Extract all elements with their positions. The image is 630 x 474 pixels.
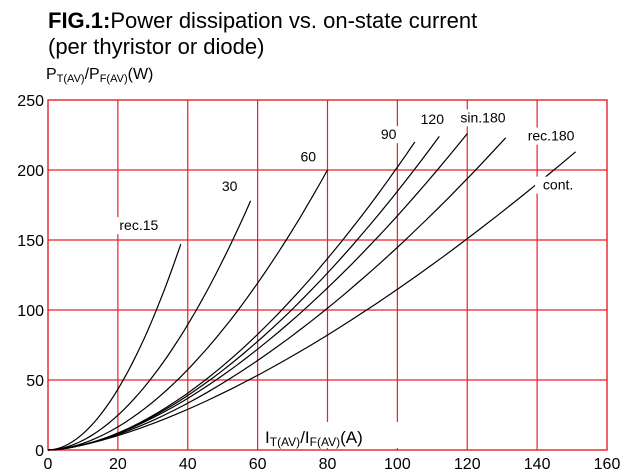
x-tick-label: 0 <box>44 456 53 473</box>
x-label-sub2: F(AV) <box>310 435 340 449</box>
y-tick-label: 50 <box>26 373 44 390</box>
series-curve-rec-15 <box>47 244 182 451</box>
series-curve-sin-180 <box>47 133 468 451</box>
x-tick-label: 140 <box>524 456 551 473</box>
y-label-sub1: T(AV) <box>56 73 85 85</box>
x-tick-label: 120 <box>454 456 481 473</box>
series-label-sin-180: sin.180 <box>460 109 505 125</box>
series-label-120: 120 <box>421 111 445 127</box>
y-label-main2: P <box>89 66 100 83</box>
y-tick-label: 0 <box>35 443 44 460</box>
series-curve-cont- <box>47 151 576 451</box>
chart-title: FIG.1:Power dissipation vs. on-state cur… <box>48 8 477 60</box>
series-label-cont-: cont. <box>543 177 573 193</box>
x-label-unit: (A) <box>340 428 363 447</box>
series-label-rec-180: rec.180 <box>528 128 575 144</box>
y-label-unit: (W) <box>127 66 154 83</box>
x-axis-label: IT(AV)/IF(AV)(A) <box>265 428 363 449</box>
x-label-main2: I <box>305 428 310 447</box>
series-label-30: 30 <box>222 178 238 194</box>
series-label-rec-15: rec.15 <box>119 217 158 233</box>
x-axis-label-bg <box>262 422 430 448</box>
series-label-90: 90 <box>381 126 397 142</box>
chart-title-line1: Power dissipation vs. on-state current <box>110 8 478 33</box>
y-tick-label: 200 <box>17 163 44 180</box>
x-tick-label: 40 <box>179 456 197 473</box>
y-tick-label: 250 <box>17 93 44 110</box>
series-label-bg <box>218 178 241 195</box>
x-label-main1: I <box>265 428 270 447</box>
x-tick-label: 20 <box>109 456 127 473</box>
y-label-sep: / <box>84 66 90 83</box>
x-label-sep: / <box>300 428 305 447</box>
y-tick-label: 100 <box>17 303 44 320</box>
series-label-bg <box>417 110 448 128</box>
series-label-bg <box>377 126 400 144</box>
series-label-bg <box>297 148 320 166</box>
y-label-main1: P <box>46 66 57 83</box>
series-label-bg <box>111 217 166 235</box>
y-label-sub2: F(AV) <box>99 73 128 85</box>
series-label-bg <box>451 109 514 127</box>
series-curve-30 <box>47 200 252 451</box>
x-tick-label: 60 <box>249 456 267 473</box>
y-axis-label: PT(AV)/PF(AV)(W) <box>46 66 153 85</box>
series-curve-60 <box>47 169 329 451</box>
x-label-sub1: T(AV) <box>270 435 300 449</box>
chart-title-line2: (per thyristor or diode) <box>48 34 265 59</box>
x-tick-label: 160 <box>594 456 621 473</box>
series-curve-rec-180 <box>47 137 507 451</box>
series-label-60: 60 <box>300 149 316 165</box>
series-label-bg <box>520 127 583 145</box>
x-tick-label: 100 <box>384 456 411 473</box>
chart-title-prefix: FIG.1: <box>48 8 111 33</box>
series-label-bg <box>535 176 582 194</box>
y-tick-label: 150 <box>17 233 44 250</box>
x-tick-label: 80 <box>319 456 337 473</box>
